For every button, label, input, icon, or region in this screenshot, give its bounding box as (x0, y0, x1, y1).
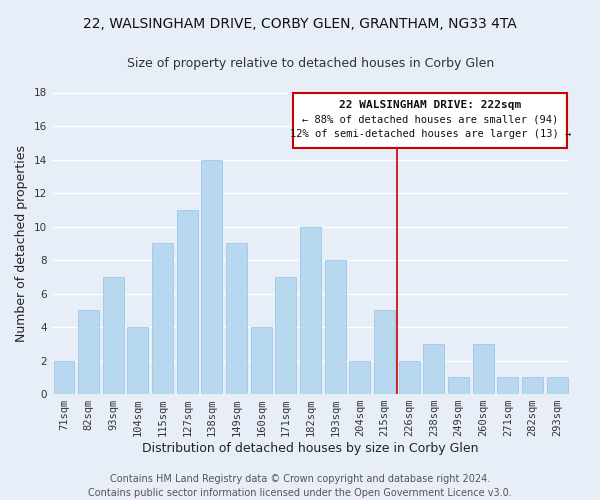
Bar (78, 310, 99, 394)
Bar (547, 378, 568, 394)
Bar (251, 327, 272, 394)
Bar (152, 244, 173, 394)
Bar (448, 378, 469, 394)
X-axis label: Distribution of detached houses by size in Corby Glen: Distribution of detached houses by size … (142, 442, 479, 455)
Bar (226, 244, 247, 394)
Bar (127, 327, 148, 394)
Bar (103, 277, 124, 394)
Bar (325, 260, 346, 394)
Y-axis label: Number of detached properties: Number of detached properties (15, 145, 28, 342)
Text: Contains HM Land Registry data © Crown copyright and database right 2024.
Contai: Contains HM Land Registry data © Crown c… (88, 474, 512, 498)
Bar (177, 210, 198, 394)
Bar (53, 360, 74, 394)
Bar (473, 344, 494, 394)
Bar (202, 160, 223, 394)
Text: ← 88% of detached houses are smaller (94): ← 88% of detached houses are smaller (94… (302, 114, 558, 124)
Bar (424, 344, 445, 394)
FancyBboxPatch shape (293, 92, 567, 148)
Text: 22 WALSINGHAM DRIVE: 222sqm: 22 WALSINGHAM DRIVE: 222sqm (339, 100, 521, 110)
Bar (497, 378, 518, 394)
Bar (399, 360, 419, 394)
Bar (275, 277, 296, 394)
Bar (374, 310, 395, 394)
Title: Size of property relative to detached houses in Corby Glen: Size of property relative to detached ho… (127, 58, 494, 70)
Text: 22, WALSINGHAM DRIVE, CORBY GLEN, GRANTHAM, NG33 4TA: 22, WALSINGHAM DRIVE, CORBY GLEN, GRANTH… (83, 18, 517, 32)
Text: 12% of semi-detached houses are larger (13) →: 12% of semi-detached houses are larger (… (290, 130, 571, 140)
Bar (522, 378, 543, 394)
Bar (349, 360, 370, 394)
Bar (300, 226, 321, 394)
